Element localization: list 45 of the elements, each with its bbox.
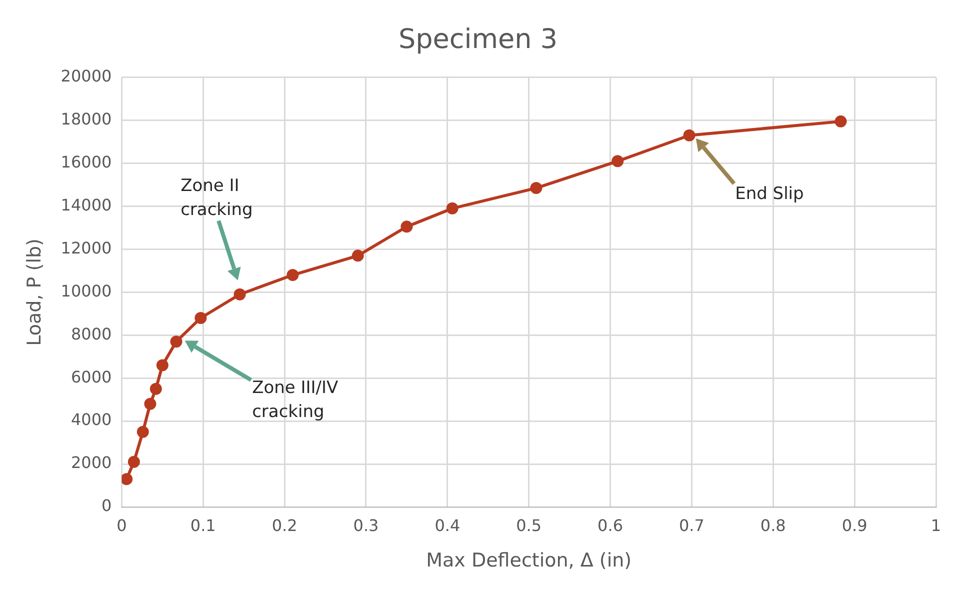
point bbox=[530, 182, 542, 194]
x-tick-label: 0.2 bbox=[272, 516, 298, 535]
point bbox=[234, 288, 246, 300]
x-tick-label: 0.9 bbox=[842, 516, 868, 535]
y-tick-label: 2000 bbox=[70, 453, 112, 472]
y-tick-label: 4000 bbox=[70, 410, 112, 430]
x-tick-label: 1 bbox=[930, 516, 942, 535]
point bbox=[194, 312, 207, 324]
point bbox=[170, 336, 182, 348]
y-tick-label: 8000 bbox=[70, 324, 112, 344]
y-tick-label: 6000 bbox=[70, 367, 112, 386]
point bbox=[612, 155, 624, 168]
point bbox=[144, 398, 156, 410]
y-tick-label: 14000 bbox=[60, 195, 112, 214]
x-tick-label: 0.5 bbox=[516, 516, 542, 535]
y-tick-label: 12000 bbox=[60, 238, 112, 258]
y-tick-label: 18000 bbox=[60, 110, 112, 129]
point bbox=[446, 202, 458, 214]
annotation: Zone III/IV cracking bbox=[252, 377, 338, 424]
y-axis-title: Load, P (lb) bbox=[23, 238, 46, 346]
point bbox=[156, 359, 168, 372]
chart-title: Specimen 3 bbox=[398, 24, 558, 56]
x-axis-title: Max Deflection, Δ (in) bbox=[426, 550, 632, 572]
point bbox=[352, 250, 364, 262]
y-tick-label: 0 bbox=[102, 496, 112, 516]
point bbox=[122, 473, 133, 486]
x-tick-label: 0.3 bbox=[353, 516, 379, 535]
x-tick-label: 0.7 bbox=[678, 516, 704, 535]
point bbox=[136, 426, 149, 438]
point bbox=[834, 115, 847, 128]
x-tick-label: 0.1 bbox=[190, 516, 216, 535]
y-tick-label: 10000 bbox=[60, 281, 112, 300]
x-tick-label: 0.8 bbox=[760, 516, 786, 535]
point bbox=[128, 456, 140, 468]
point bbox=[286, 269, 299, 282]
annotation: Zone II cracking bbox=[180, 174, 253, 222]
y-tick-label: 16000 bbox=[60, 152, 112, 172]
x-tick-label: 0.6 bbox=[598, 516, 624, 535]
annotation: End Slip bbox=[735, 182, 804, 206]
x-tick-label: 0.4 bbox=[434, 516, 460, 535]
x-tick-label: 0 bbox=[116, 516, 127, 535]
y-tick-label: 20000 bbox=[60, 66, 112, 86]
point bbox=[683, 129, 696, 142]
point bbox=[400, 220, 413, 233]
point bbox=[150, 382, 162, 395]
